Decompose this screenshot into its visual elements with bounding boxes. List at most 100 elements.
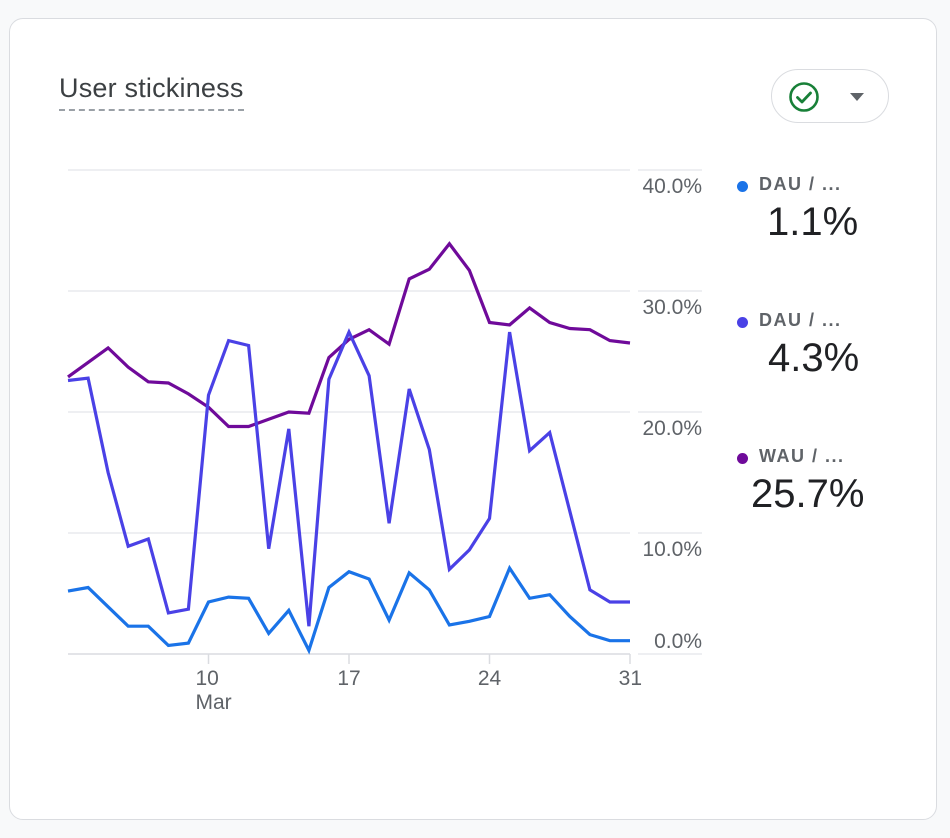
data-point-wau-mau[interactable] [584, 324, 596, 336]
data-point-wau-mau[interactable] [524, 302, 536, 314]
data-point-dau-mau[interactable] [82, 581, 94, 593]
data-point-wau-mau[interactable] [303, 407, 315, 419]
data-point-wau-mau[interactable] [263, 413, 275, 425]
data-point-dau-mau[interactable] [484, 610, 496, 622]
data-point-dau-wau[interactable] [463, 544, 475, 556]
data-point-wau-mau[interactable] [162, 377, 174, 389]
data-point-wau-mau[interactable] [223, 421, 235, 433]
data-point-dau-wau[interactable] [122, 540, 134, 552]
data-point-dau-mau[interactable] [624, 635, 636, 647]
data-point-dau-mau[interactable] [62, 585, 74, 597]
data-point-dau-wau[interactable] [82, 372, 94, 384]
series-lines [62, 238, 636, 656]
legend-dot [737, 453, 748, 464]
data-point-dau-wau[interactable] [363, 370, 375, 382]
data-point-wau-mau[interactable] [564, 323, 576, 335]
data-point-dau-wau[interactable] [182, 603, 194, 615]
data-point-wau-mau[interactable] [383, 338, 395, 350]
data-point-dau-wau[interactable] [504, 326, 516, 338]
data-point-dau-mau[interactable] [142, 620, 154, 632]
data-point-dau-wau[interactable] [524, 445, 536, 457]
data-point-dau-wau[interactable] [564, 505, 576, 517]
data-point-dau-mau[interactable] [203, 596, 215, 608]
data-point-dau-mau[interactable] [504, 562, 516, 574]
data-point-dau-mau[interactable] [363, 573, 375, 585]
data-point-dau-wau[interactable] [263, 543, 275, 555]
data-point-wau-mau[interactable] [102, 342, 114, 354]
data-point-dau-wau[interactable] [484, 512, 496, 524]
data-point-dau-wau[interactable] [343, 326, 355, 338]
card-title[interactable]: User stickiness [59, 71, 244, 111]
data-point-dau-mau[interactable] [423, 584, 435, 596]
data-point-dau-mau[interactable] [303, 644, 315, 656]
data-point-wau-mau[interactable] [363, 324, 375, 336]
data-point-wau-mau[interactable] [604, 335, 616, 347]
data-point-dau-wau[interactable] [383, 517, 395, 529]
data-point-dau-wau[interactable] [584, 584, 596, 596]
data-point-wau-mau[interactable] [323, 352, 335, 364]
data-point-dau-wau[interactable] [544, 427, 556, 439]
data-point-wau-mau[interactable] [443, 238, 455, 250]
data-point-dau-wau[interactable] [303, 620, 315, 632]
data-point-dau-mau[interactable] [162, 640, 174, 652]
data-point-dau-mau[interactable] [564, 610, 576, 622]
grid-lines [68, 169, 702, 655]
data-point-dau-mau[interactable] [243, 592, 255, 604]
data-point-dau-mau[interactable] [182, 637, 194, 649]
y-tick-label: 0.0% [654, 630, 702, 653]
y-axis-ticks: 0.0% 10.0% 20.0% 30.0% 40.0% [642, 175, 702, 653]
legend-value: 4.3% [768, 336, 860, 380]
series-line-wau-mau[interactable] [67, 241, 631, 429]
data-point-dau-wau[interactable] [243, 339, 255, 351]
legend-label: WAU / ... [759, 446, 845, 466]
data-point-dau-wau[interactable] [102, 467, 114, 479]
data-point-wau-mau[interactable] [484, 316, 496, 328]
data-point-dau-wau[interactable] [283, 423, 295, 435]
data-point-dau-wau[interactable] [223, 335, 235, 347]
data-point-wau-mau[interactable] [423, 263, 435, 275]
data-point-wau-mau[interactable] [122, 361, 134, 373]
series-line-dau-mau[interactable] [67, 564, 630, 655]
data-point-wau-mau[interactable] [463, 264, 475, 276]
data-point-dau-wau[interactable] [423, 444, 435, 456]
data-point-dau-mau[interactable] [463, 615, 475, 627]
data-point-wau-mau[interactable] [142, 376, 154, 388]
data-point-dau-mau[interactable] [443, 619, 455, 631]
data-point-dau-mau[interactable] [102, 601, 114, 613]
data-point-wau-mau[interactable] [624, 337, 636, 349]
data-point-wau-mau[interactable] [283, 406, 295, 418]
data-point-dau-mau[interactable] [524, 592, 536, 604]
data-point-dau-mau[interactable] [323, 581, 335, 593]
data-point-dau-wau[interactable] [403, 383, 415, 395]
legend-dot [737, 317, 748, 328]
data-point-dau-wau[interactable] [624, 596, 636, 608]
x-tick-label: 17 [337, 667, 360, 690]
data-point-dau-mau[interactable] [122, 620, 134, 632]
data-point-dau-wau[interactable] [443, 563, 455, 575]
data-point-dau-mau[interactable] [584, 629, 596, 641]
data-point-dau-wau[interactable] [323, 373, 335, 385]
series-line-dau-wau[interactable] [67, 328, 630, 627]
data-point-wau-mau[interactable] [403, 273, 415, 285]
data-point-dau-mau[interactable] [343, 566, 355, 578]
data-point-dau-wau[interactable] [142, 533, 154, 545]
caret-down-icon [850, 93, 864, 101]
data-point-dau-mau[interactable] [544, 589, 556, 601]
data-point-dau-wau[interactable] [604, 596, 616, 608]
data-point-dau-wau[interactable] [162, 607, 174, 619]
data-point-dau-mau[interactable] [383, 614, 395, 626]
data-point-wau-mau[interactable] [82, 356, 94, 368]
data-point-wau-mau[interactable] [243, 421, 255, 433]
data-point-wau-mau[interactable] [544, 316, 556, 328]
data-point-dau-mau[interactable] [403, 567, 415, 579]
legend-value: 25.7% [751, 472, 865, 516]
data-point-dau-mau[interactable] [283, 604, 295, 616]
data-point-dau-mau[interactable] [223, 591, 235, 603]
data-point-dau-mau[interactable] [263, 627, 275, 639]
comparison-dropdown-button[interactable] [771, 69, 889, 123]
data-point-wau-mau[interactable] [182, 388, 194, 400]
x-tick-label: 10 [196, 667, 219, 690]
data-point-dau-mau[interactable] [604, 635, 616, 647]
data-point-dau-wau[interactable] [62, 375, 74, 387]
data-point-dau-wau[interactable] [203, 389, 215, 401]
